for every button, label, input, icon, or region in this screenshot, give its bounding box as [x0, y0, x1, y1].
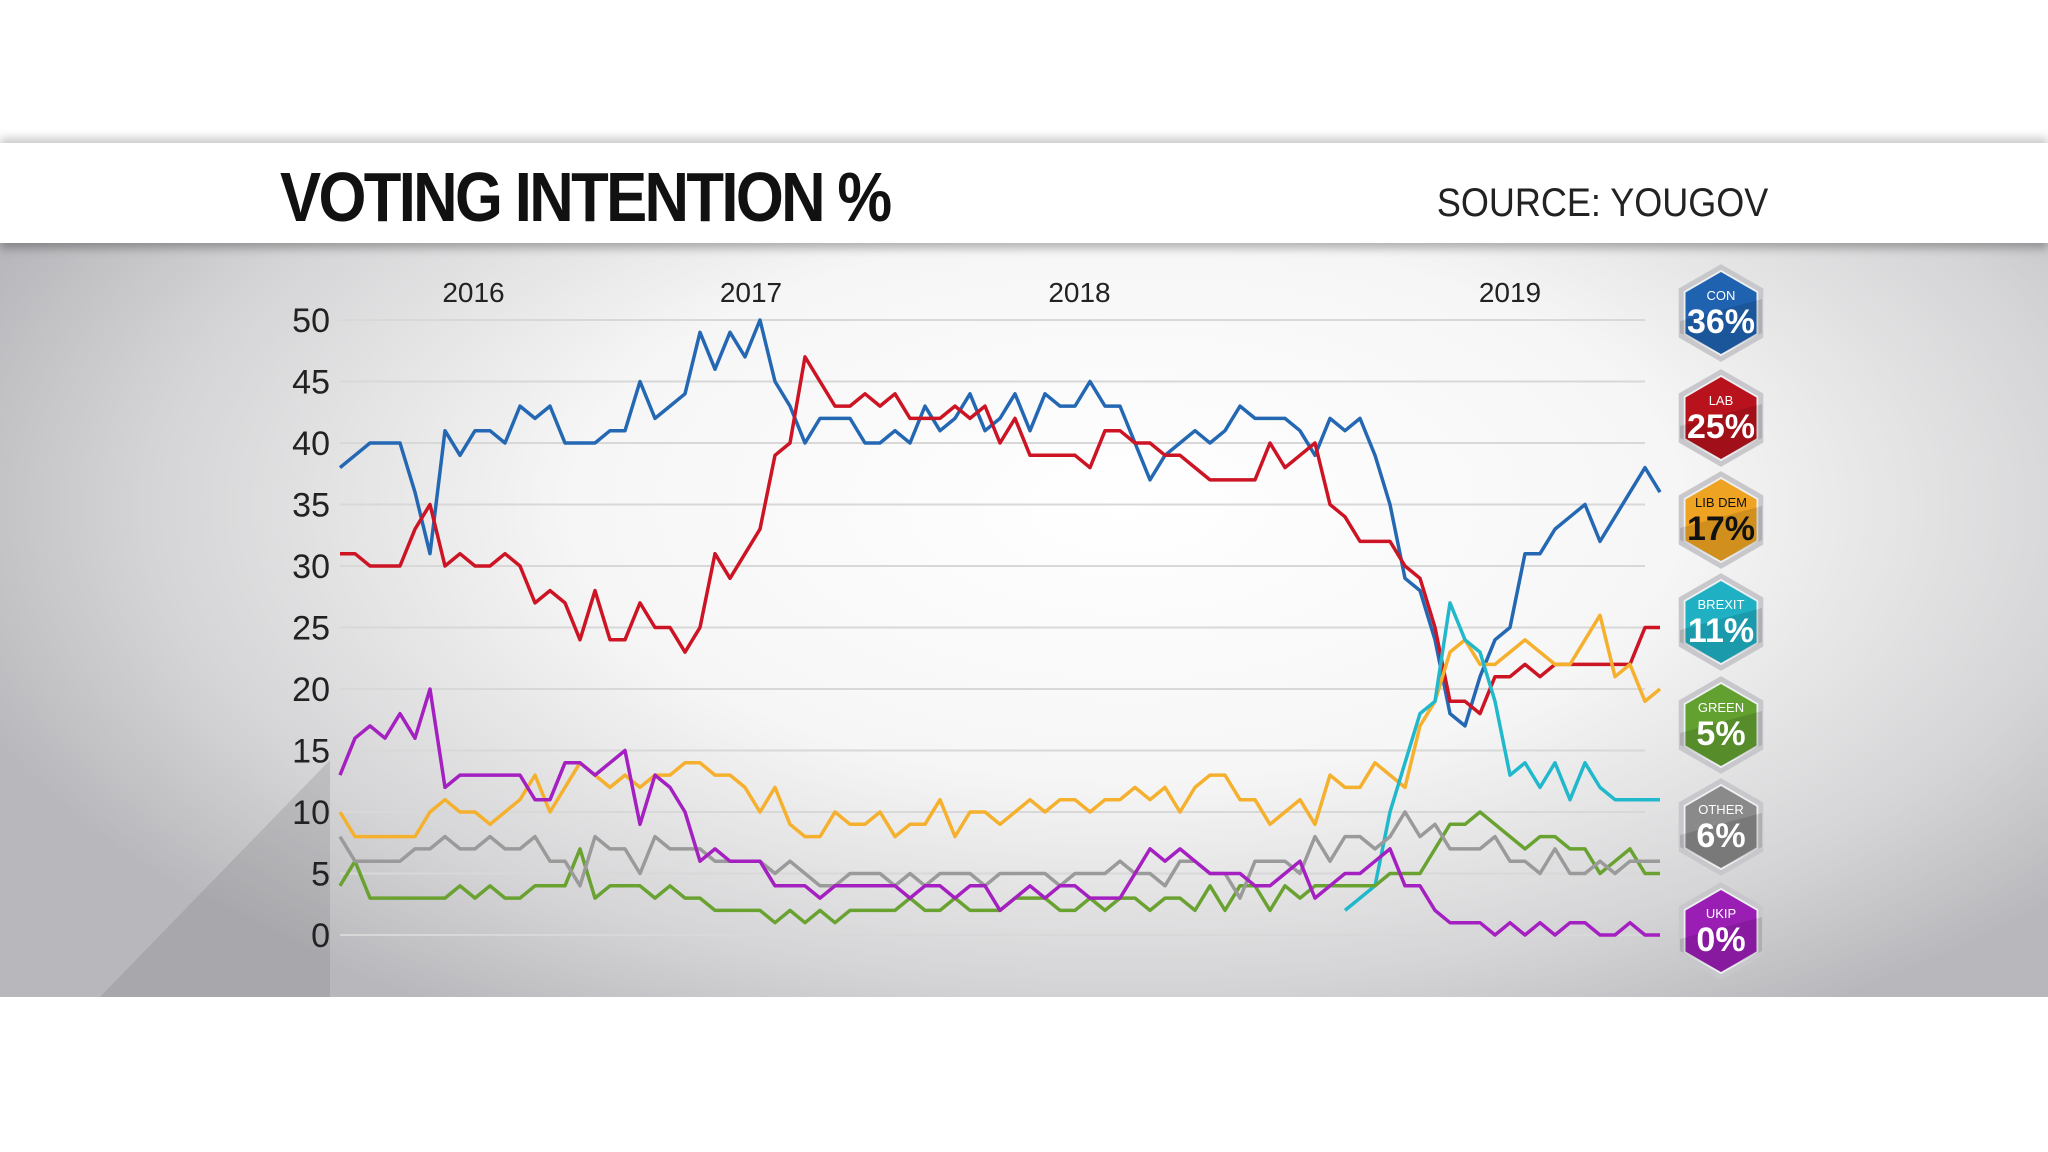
line-chart: 0 5 10 15 20 25 30 35 40 45 50 2016 2017 2018 2019 CO… — [100, 264, 1764, 997]
y-tick-label: 40 — [292, 425, 330, 463]
series-line-lib-dem — [338, 613, 1662, 839]
badge-percent: 5% — [1696, 715, 1745, 753]
title-bar: VOTING INTENTION % SOURCE: YOUGOV — [0, 143, 2048, 243]
y-tick-label: 10 — [292, 794, 330, 832]
chart-title: VOTING INTENTION % — [280, 158, 892, 236]
y-tick-label: 20 — [292, 671, 330, 709]
badge-percent: 25% — [1687, 408, 1755, 446]
series-line-brexit — [1343, 601, 1660, 912]
badge-party-label: LIB DEM — [1695, 495, 1747, 510]
y-tick-label: 30 — [292, 548, 330, 586]
series-line-lab — [340, 355, 1660, 716]
hexagon-icon — [1685, 581, 1757, 663]
badge-party-label: BREXIT — [1698, 597, 1745, 612]
y-tick-label: 50 — [292, 302, 330, 340]
y-tick-label: 35 — [292, 487, 330, 525]
source-label: SOURCE: YOUGOV — [1436, 181, 1768, 225]
hexagon-icon — [1685, 479, 1757, 561]
year-label: 2017 — [720, 277, 782, 308]
badge-percent: 11% — [1688, 612, 1754, 650]
badge-party-label: UKIP — [1706, 906, 1736, 921]
badge-party-label: CON — [1707, 288, 1736, 303]
year-label: 2019 — [1479, 277, 1541, 308]
badge-percent: 6% — [1696, 817, 1745, 855]
hexagon-icon — [1685, 272, 1757, 354]
y-axis-ticks: 0 5 10 15 20 25 30 35 40 45 50 — [292, 302, 330, 955]
y-tick-label: 15 — [292, 733, 330, 771]
y-tick-label: 5 — [311, 856, 330, 894]
hexagon-icon — [1685, 684, 1757, 766]
y-tick-label: 25 — [292, 610, 330, 648]
year-label: 2018 — [1048, 277, 1110, 308]
year-label: 2016 — [442, 277, 504, 308]
hexagon-icon — [1685, 786, 1757, 868]
badge-percent: 36% — [1687, 303, 1755, 341]
decorative-stripe — [100, 760, 330, 997]
badge-party-label: OTHER — [1698, 802, 1744, 817]
series-line-ukip — [338, 687, 1660, 937]
hexagon-icon — [1685, 377, 1757, 459]
series-line-green — [338, 810, 1660, 925]
y-tick-label: 45 — [292, 364, 330, 402]
series-line-other — [338, 810, 1660, 900]
hexagon-icon — [1685, 890, 1757, 972]
series-lines — [338, 318, 1662, 937]
badge-party-label: GREEN — [1698, 700, 1744, 715]
y-tick-label: 0 — [311, 917, 330, 955]
badge-percent: 17% — [1687, 510, 1755, 548]
badge-party-label: LAB — [1709, 393, 1734, 408]
gridlines — [340, 319, 1645, 936]
badge-percent: 0% — [1696, 921, 1745, 959]
chart-panel: 0 5 10 15 20 25 30 35 40 45 50 2016 2017 2018 2019 CO… — [0, 243, 2048, 997]
x-axis-year-labels: 2016 2017 2018 2019 — [442, 277, 1541, 308]
